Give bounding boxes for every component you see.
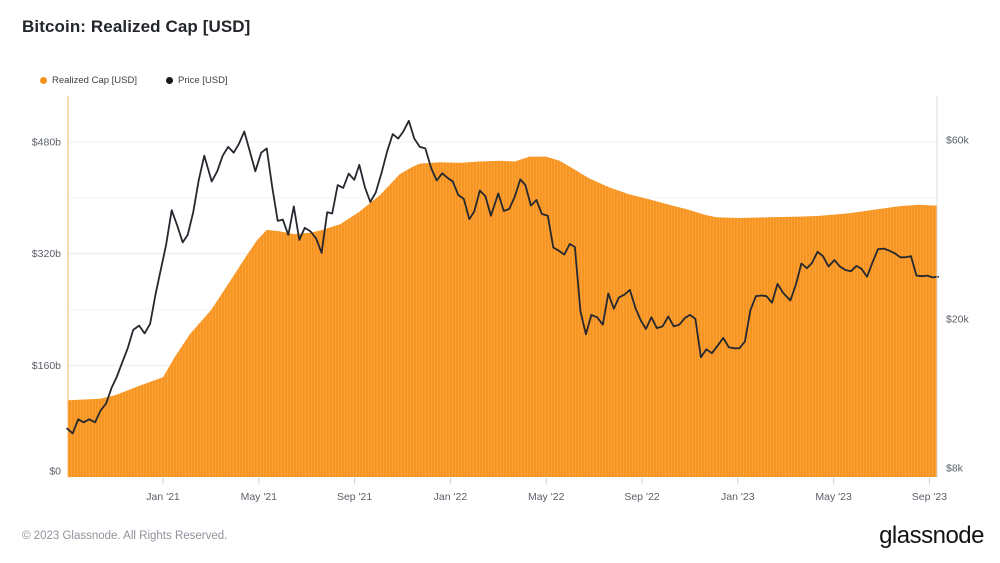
- x-axis-labels: Jan '21 May '21 Sep '21 Jan '22 May '22 Sep '…: [146, 478, 947, 503]
- svg-text:Jan '22: Jan '22: [434, 491, 468, 503]
- legend-label-price: Price [USD]: [178, 75, 228, 86]
- svg-text:May '21: May '21: [241, 491, 278, 503]
- svg-text:$20k: $20k: [946, 313, 970, 325]
- price-line-series: [66, 119, 939, 435]
- price-dot-icon: [166, 77, 174, 84]
- svg-text:May '22: May '22: [528, 491, 565, 503]
- legend-item-price[interactable]: Price [USD]: [166, 75, 228, 86]
- svg-text:Jan '23: Jan '23: [721, 491, 755, 503]
- svg-text:May '23: May '23: [815, 491, 852, 503]
- legend-label-realized-cap: Realized Cap [USD]: [52, 75, 138, 86]
- chart-legend: Realized Cap [USD] Price [USD]: [40, 75, 228, 86]
- realized-cap-area-series: [68, 156, 937, 477]
- svg-text:Sep '23: Sep '23: [912, 491, 947, 503]
- svg-text:$480b: $480b: [32, 136, 61, 148]
- svg-text:Sep '22: Sep '22: [624, 491, 659, 503]
- svg-text:$0: $0: [49, 466, 61, 478]
- legend-item-realized-cap[interactable]: Realized Cap [USD]: [40, 75, 137, 86]
- svg-text:$60k: $60k: [946, 135, 970, 147]
- svg-text:$160b: $160b: [32, 360, 61, 372]
- svg-text:Sep '21: Sep '21: [337, 491, 372, 503]
- realized-cap-dot-icon: [40, 77, 47, 84]
- left-axis-labels: $0 $160b $320b $480b: [32, 136, 61, 477]
- svg-text:$320b: $320b: [32, 248, 61, 260]
- page-title: Bitcoin: Realized Cap [USD]: [22, 17, 251, 36]
- copyright-text: © 2023 Glassnode. All Rights Reserved.: [22, 530, 228, 542]
- svg-text:$8k: $8k: [946, 463, 964, 475]
- glassnode-logo: glassnode: [879, 522, 984, 549]
- svg-text:Jan '21: Jan '21: [146, 491, 180, 503]
- right-axis-labels: $8k $20k $60k: [946, 135, 970, 475]
